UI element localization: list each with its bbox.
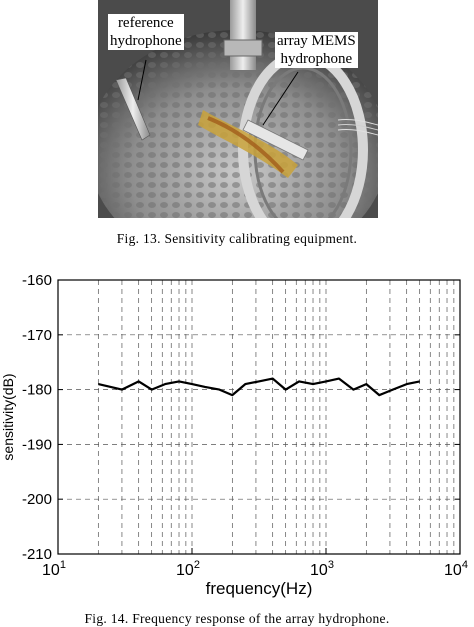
x-tick-base: 10 <box>176 562 194 579</box>
x-tick-base: 10 <box>42 562 60 579</box>
series <box>98 379 420 396</box>
y-tick-label: -200 <box>22 491 52 508</box>
y-axis-label: sensitivity(dB) <box>0 373 16 460</box>
figure-13-caption: Fig. 13. Sensitivity calibrating equipme… <box>0 231 474 247</box>
reference-label-line2: hydrophone <box>110 32 182 50</box>
x-tick-exponent: 4 <box>462 559 468 571</box>
x-tick-exponent: 2 <box>194 559 200 571</box>
grid <box>58 280 460 554</box>
x-tick-exponent: 3 <box>328 559 334 571</box>
x-axis-label: frequency(Hz) <box>206 579 313 598</box>
y-tick-label: -210 <box>22 546 52 563</box>
y-tick-label: -180 <box>22 382 52 399</box>
x-tick-label: 104 <box>444 559 468 579</box>
x-tick-exponent: 1 <box>60 559 66 571</box>
x-tick-base: 10 <box>444 562 462 579</box>
reference-label-line1: reference <box>110 14 182 32</box>
array-mems-hydrophone-label: array MEMS hydrophone <box>275 32 358 68</box>
plot-frame <box>58 280 460 554</box>
reference-hydrophone-label: reference hydrophone <box>108 14 184 50</box>
x-tick-label: 102 <box>176 559 200 579</box>
x-tick-label: 101 <box>42 559 66 579</box>
y-tick-label: -190 <box>22 436 52 453</box>
series-line <box>98 379 419 396</box>
y-tick-label: -170 <box>22 327 52 344</box>
y-tick-label: -160 <box>22 272 52 289</box>
x-tick-label: 103 <box>310 559 334 579</box>
x-tick-base: 10 <box>310 562 328 579</box>
array-label-line2: hydrophone <box>277 50 356 68</box>
y-axis-ticks: -160 -170 -180 -190 -200 -210 <box>22 272 460 563</box>
array-label-line1: array MEMS <box>277 32 356 50</box>
